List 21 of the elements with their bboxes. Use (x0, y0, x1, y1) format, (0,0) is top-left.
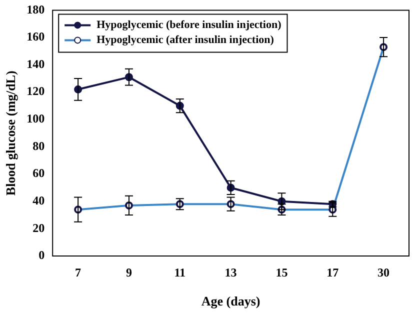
y-tick-label: 100 (26, 112, 45, 126)
x-tick-label: 30 (378, 265, 390, 280)
legend-label: Hypoglycemic (before insulin injection) (96, 19, 282, 32)
y-tick-label: 60 (32, 166, 45, 180)
x-tick-label: 13 (224, 265, 237, 280)
y-tick-label: 160 (26, 30, 45, 44)
legend-label: Hypoglycemic (after insulin injection) (96, 34, 274, 46)
x-tick-label: 15 (276, 265, 288, 280)
y-tick-label: 20 (32, 220, 45, 235)
x-tick-label: 7 (75, 265, 82, 280)
y-tick-label: 0 (38, 248, 45, 262)
x-axis-title: Age (days) (201, 294, 260, 309)
x-tick-label: 11 (174, 265, 186, 280)
y-tick-label: 40 (32, 193, 45, 208)
y-tick-label: 80 (32, 138, 45, 153)
y-axis-title: Blood glucose (mg/dL) (3, 70, 18, 196)
y-tick-label: 180 (26, 2, 45, 16)
y-tick-label: 140 (26, 56, 45, 71)
y-tick-label: 120 (26, 84, 45, 98)
x-tick-label: 17 (326, 265, 339, 280)
x-tick-label: 9 (126, 265, 132, 280)
